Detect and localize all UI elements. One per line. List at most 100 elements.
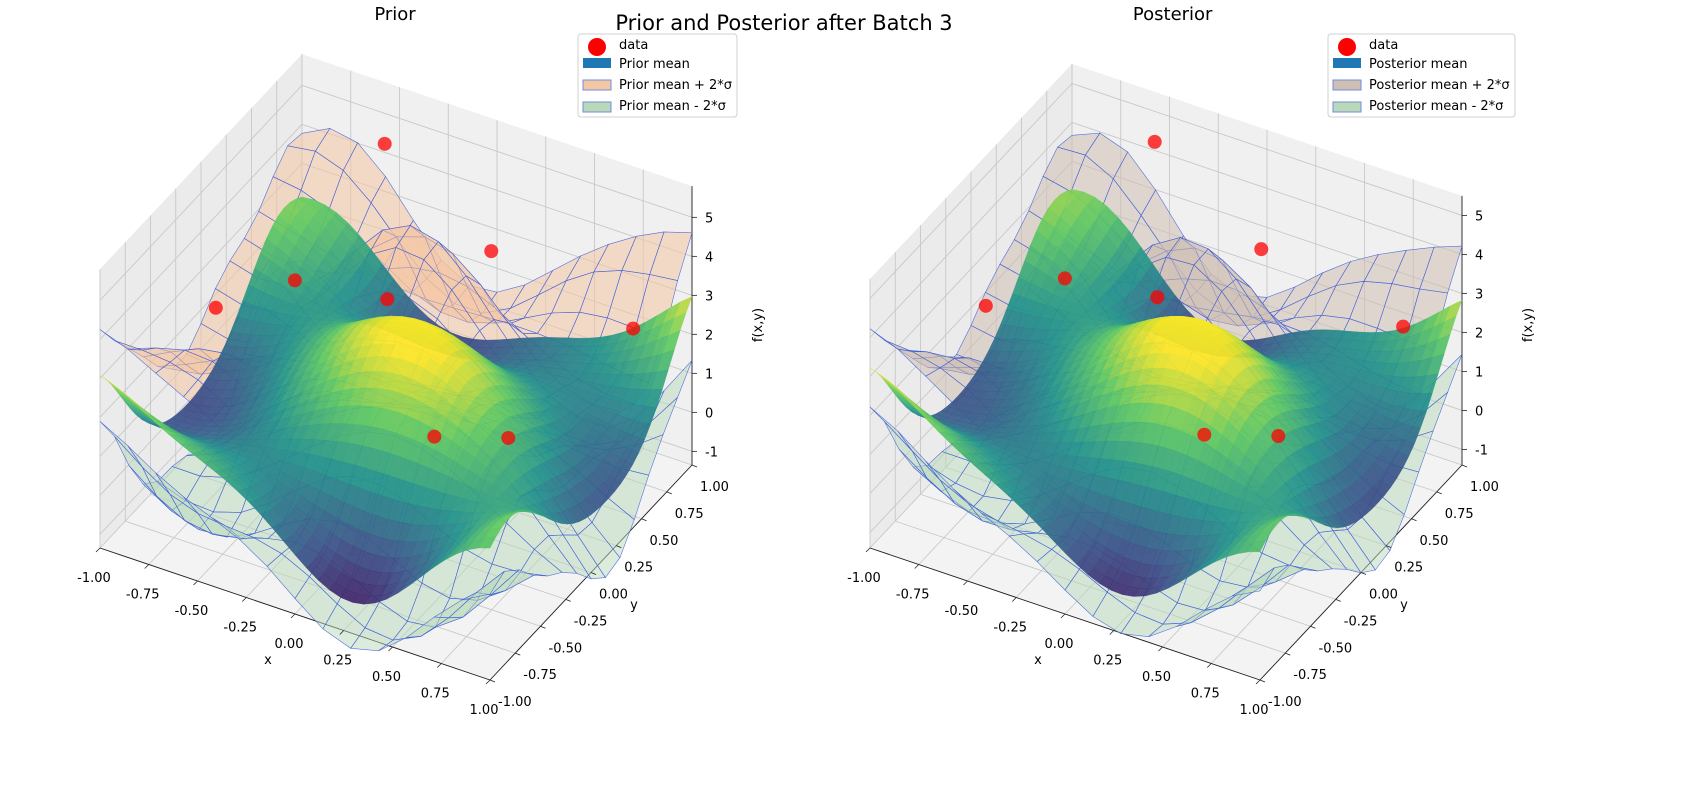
x-tick bbox=[241, 597, 247, 602]
y-tick-label: 0.75 bbox=[675, 507, 704, 522]
data-point bbox=[427, 429, 442, 444]
data-point bbox=[1057, 271, 1072, 286]
x-tick-label: -0.75 bbox=[126, 588, 160, 603]
x-tick-label: 0.00 bbox=[275, 637, 304, 652]
y-tick-label: -0.25 bbox=[1344, 614, 1378, 629]
x-tick-label: 0.50 bbox=[372, 670, 401, 685]
y-tick bbox=[1259, 679, 1266, 683]
x-tick bbox=[1109, 630, 1115, 635]
data-point bbox=[1396, 319, 1411, 334]
data-point bbox=[287, 273, 302, 288]
y-tick-label: 0.00 bbox=[1369, 588, 1398, 603]
subplot-title: Prior bbox=[374, 4, 416, 25]
legend-label: Posterior mean + 2*σ bbox=[1369, 78, 1510, 93]
y-tick-label: -0.75 bbox=[523, 668, 557, 683]
gridline-z bbox=[1071, 82, 1463, 216]
y-tick bbox=[616, 545, 622, 548]
legend: data Posterior mean Posterior mean + 2*σ Po… bbox=[1327, 33, 1516, 118]
z-tick-label: 2 bbox=[1475, 326, 1483, 341]
y-tick bbox=[1360, 572, 1367, 575]
x-tick bbox=[339, 630, 345, 635]
data-point bbox=[484, 244, 499, 259]
z-tick-label: 0 bbox=[1475, 404, 1483, 419]
y-tick bbox=[489, 679, 496, 683]
y-tick bbox=[515, 652, 521, 656]
gridline-z bbox=[869, 122, 1073, 338]
z-tick-label: 0 bbox=[705, 406, 713, 421]
x-tick bbox=[95, 547, 101, 553]
y-tick-label: -0.50 bbox=[1319, 641, 1353, 656]
x-tick-label: 0.00 bbox=[1045, 637, 1074, 652]
legend-patch-lower bbox=[582, 101, 612, 113]
legend-label: data bbox=[619, 38, 648, 53]
y-tick-label: -0.25 bbox=[574, 614, 608, 629]
data-point bbox=[377, 136, 392, 151]
x-tick-label: -1.00 bbox=[847, 571, 881, 586]
x-tick bbox=[1060, 613, 1066, 619]
data-point bbox=[1254, 242, 1269, 257]
legend-frame bbox=[577, 33, 738, 118]
legend-frame bbox=[1327, 33, 1516, 118]
x-tick-label: 0.75 bbox=[421, 687, 450, 702]
y-tick bbox=[1310, 625, 1316, 629]
y-tick-label: 0.00 bbox=[599, 588, 628, 603]
y-tick bbox=[1436, 491, 1442, 495]
x-tick bbox=[1255, 679, 1261, 685]
y-tick-label: 0.50 bbox=[650, 534, 679, 549]
y-tick bbox=[666, 491, 672, 495]
x-tick-label: -0.25 bbox=[993, 621, 1027, 636]
x-axis-label: x bbox=[264, 653, 272, 668]
x-tick-label: 0.25 bbox=[1093, 654, 1122, 669]
gridline-z bbox=[301, 84, 693, 218]
legend-label: data bbox=[1369, 38, 1398, 53]
x-tick bbox=[388, 646, 393, 652]
data-point bbox=[978, 298, 993, 313]
x-tick-label: -0.75 bbox=[896, 588, 930, 603]
x-tick-label: 0.50 bbox=[1142, 670, 1171, 685]
legend: data Prior mean Prior mean + 2*σ Prior mean… bbox=[577, 33, 738, 118]
subplot-title: Posterior bbox=[1133, 4, 1213, 25]
data-point bbox=[626, 321, 641, 336]
z-tick-label: 4 bbox=[705, 250, 713, 265]
x-tick bbox=[914, 564, 920, 569]
x-tick bbox=[1158, 646, 1163, 652]
y-tick bbox=[540, 625, 546, 629]
z-tick-label: 5 bbox=[705, 211, 713, 226]
y-tick bbox=[565, 599, 571, 602]
x-tick-label: -1.00 bbox=[77, 571, 111, 586]
z-tick-label: 3 bbox=[705, 289, 713, 304]
x-tick bbox=[144, 564, 150, 569]
x-tick bbox=[865, 547, 871, 553]
data-point bbox=[1150, 290, 1165, 305]
x-tick bbox=[290, 613, 296, 619]
gridline-z bbox=[99, 85, 303, 301]
legend-patch-lower bbox=[1332, 101, 1362, 113]
y-tick-label: 0.25 bbox=[624, 561, 653, 576]
y-tick-label: -1.00 bbox=[1268, 695, 1302, 710]
x-tick-label: 1.00 bbox=[1240, 703, 1269, 718]
gridline-z bbox=[869, 83, 1073, 299]
legend-patch-upper bbox=[582, 79, 612, 91]
y-tick-label: -0.50 bbox=[549, 641, 583, 656]
z-tick-label: -1 bbox=[705, 445, 718, 460]
y-tick bbox=[641, 518, 647, 522]
legend-label: Prior mean - 2*σ bbox=[619, 99, 726, 114]
y-tick bbox=[1285, 652, 1291, 656]
surface-quad bbox=[461, 571, 505, 601]
surface-quad bbox=[1248, 540, 1267, 553]
data-point bbox=[1147, 134, 1162, 149]
suptitle: Prior and Posterior after Batch 3 bbox=[615, 11, 952, 35]
x-tick bbox=[1206, 663, 1212, 668]
posterior-axes: -1.00 -0.75 -0.50 -0.25 0.00 0.25 0.50 0.75 1.00… bbox=[847, 4, 1536, 718]
y-tick-label: -1.00 bbox=[498, 695, 532, 710]
x-tick-label: 1.00 bbox=[470, 703, 499, 718]
y-tick-label: 1.00 bbox=[1470, 480, 1499, 495]
x-tick bbox=[436, 663, 442, 668]
y-tick-label: 0.75 bbox=[1445, 507, 1474, 522]
gridline-z bbox=[1071, 121, 1463, 255]
legend-label: Prior mean bbox=[619, 57, 690, 72]
legend-marker-data bbox=[1338, 38, 1356, 56]
x-tick-label: -0.25 bbox=[223, 621, 257, 636]
x-tick-label: -0.50 bbox=[175, 604, 209, 619]
